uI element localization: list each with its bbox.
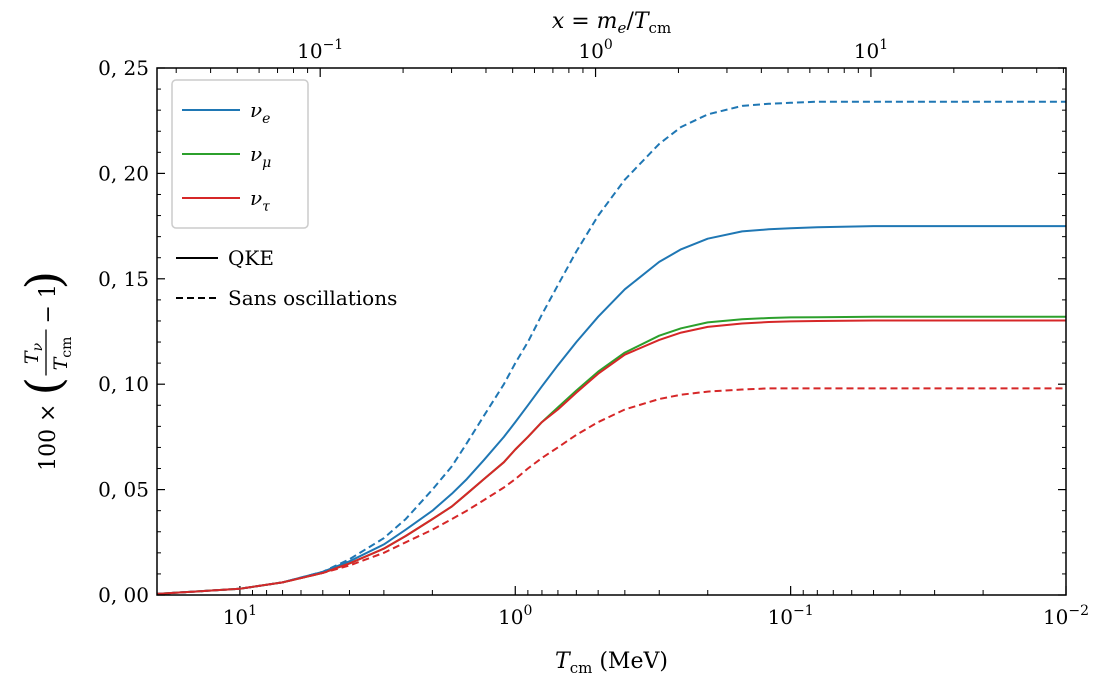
y-label-suffix: − 1 [36, 284, 61, 323]
y-tick-label: 0, 20 [98, 161, 149, 185]
y-label-denominator: Tcm [50, 337, 75, 371]
x-tick-label: 101 [223, 603, 257, 629]
legend-entry: νμ [250, 142, 271, 171]
series-line-1 [156, 315, 1066, 595]
y-tick-label: 0, 10 [98, 372, 149, 396]
labels-layer: 0, 00 0, 05 0, 10 0, 15 0, 20 0, 25 101 100 10−1… [16, 9, 1089, 675]
legend-style-label: Sans oscillations [228, 286, 397, 310]
y-label-numerator: Tν [21, 342, 46, 364]
x-tick-label: 10−2 [1043, 603, 1089, 629]
series-line-2 [156, 319, 1066, 595]
x-tick-label: 10−1 [768, 603, 814, 629]
y-tick-label: 0, 15 [98, 267, 149, 291]
y-tick-label: 0, 00 [98, 583, 149, 607]
series-line-3 [156, 100, 1066, 595]
plot-frame [156, 67, 1067, 596]
legend: νe νμ ντ QKE Sans oscillations [171, 79, 397, 310]
y-tick-label: 0, 05 [98, 478, 149, 502]
y-label-paren-left: ( [16, 377, 72, 396]
legend-entry: νe [250, 98, 270, 127]
legend-style-label: QKE [228, 246, 274, 270]
top-x-axis-label: x = me/Tcm [552, 9, 671, 37]
top-x-tick-label: 101 [854, 37, 888, 63]
legend-entry: ντ [250, 186, 270, 215]
y-label-prefix: 100 × [36, 404, 61, 471]
y-tick-label: 0, 25 [98, 56, 149, 80]
top-x-tick-label: 10−1 [297, 37, 343, 63]
series-layer [156, 100, 1066, 595]
top-x-tick-label: 100 [578, 37, 612, 63]
series-line-0 [156, 225, 1066, 595]
y-label-paren-right: ) [16, 271, 72, 290]
x-tick-label: 100 [498, 603, 532, 629]
x-axis-label: Tcm (MeV) [555, 649, 668, 675]
series-line-4 [156, 387, 1066, 595]
